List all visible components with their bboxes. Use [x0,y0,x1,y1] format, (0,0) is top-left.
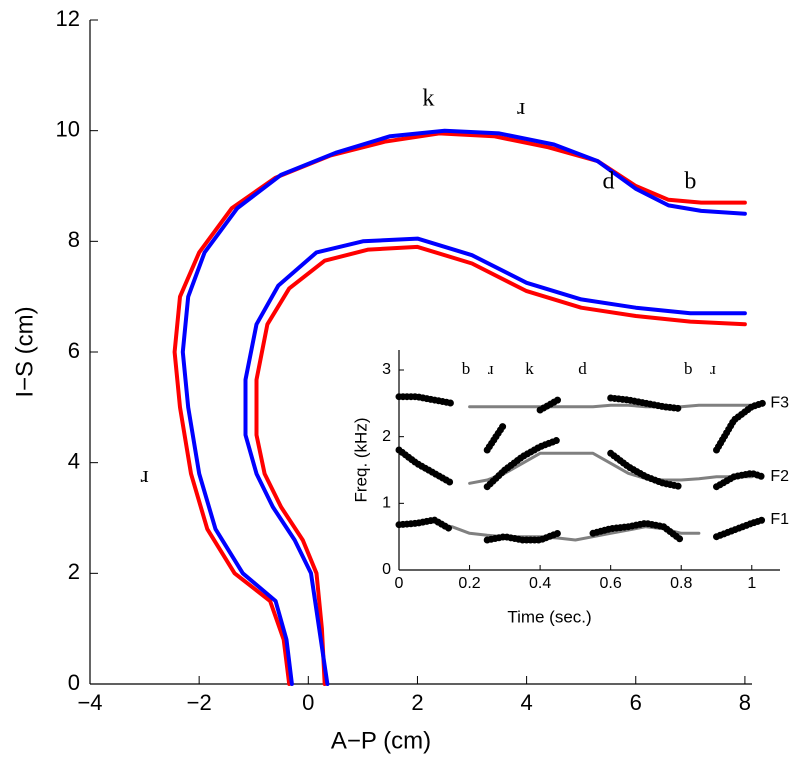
y-tick-label: 2 [68,559,80,584]
inset-plot: 0 0.2 0.4 0.6 0.8 1 0 1 2 3 Time (sec.) Freq. (kHz)… [351,344,789,642]
annotation: d [578,359,587,378]
inset-background [369,344,786,642]
y-tick-label: 2 [382,428,391,445]
y-tick-label: 3 [382,361,391,378]
series-line [243,236,747,686]
x-axis-label: Time (sec.) [507,607,591,626]
annotation: ɹ [517,94,525,120]
annotation: ɹ [488,359,494,378]
y-axis-label: Freq. (kHz) [351,418,370,503]
x-tick-label: 0.4 [529,575,551,592]
y-tick-label: 10 [56,116,80,141]
annotation: b [684,359,693,378]
y-tick-label: 4 [68,448,80,473]
x-tick-label: 1 [747,575,756,592]
series-line [395,436,766,491]
annotation: b [684,169,696,195]
x-tick-label: 0.6 [600,575,622,592]
y-tick-label: 0 [68,670,80,695]
series-line [254,244,747,686]
x-tick-label: −2 [187,690,212,715]
annotation: k [422,86,434,112]
x-tick-label: 0 [302,690,314,715]
y-tick-label: 12 [56,6,80,31]
series-label: F3 [770,395,789,412]
x-tick-label: −4 [77,690,102,715]
x-tick-label: 8 [739,690,751,715]
series-label: F1 [770,511,789,528]
series-label: F2 [770,468,789,485]
x-tick-label: 0.8 [670,575,692,592]
annotation: k [525,359,534,378]
x-tick-label: 6 [630,690,642,715]
annotation: ɹ [141,462,149,488]
series-line [180,128,747,686]
x-tick-label: 0.2 [458,575,480,592]
series-line [468,403,754,409]
series-line [395,393,766,454]
x-axis-label: A−P (cm) [331,727,431,754]
annotation: d [602,169,614,195]
y-tick-label: 8 [68,227,80,252]
series-line [468,451,754,485]
x-tick-label: 0 [395,575,404,592]
annotation: b [462,359,471,378]
y-tick-label: 0 [382,561,391,578]
y-tick-label: 1 [382,495,391,512]
x-tick-label: 2 [411,690,423,715]
y-axis-label: I−S (cm) [11,306,38,397]
y-tick-label: 6 [68,338,80,363]
annotation: ɹ [710,359,716,378]
series-line [395,516,766,544]
x-tick-label: 4 [520,690,532,715]
